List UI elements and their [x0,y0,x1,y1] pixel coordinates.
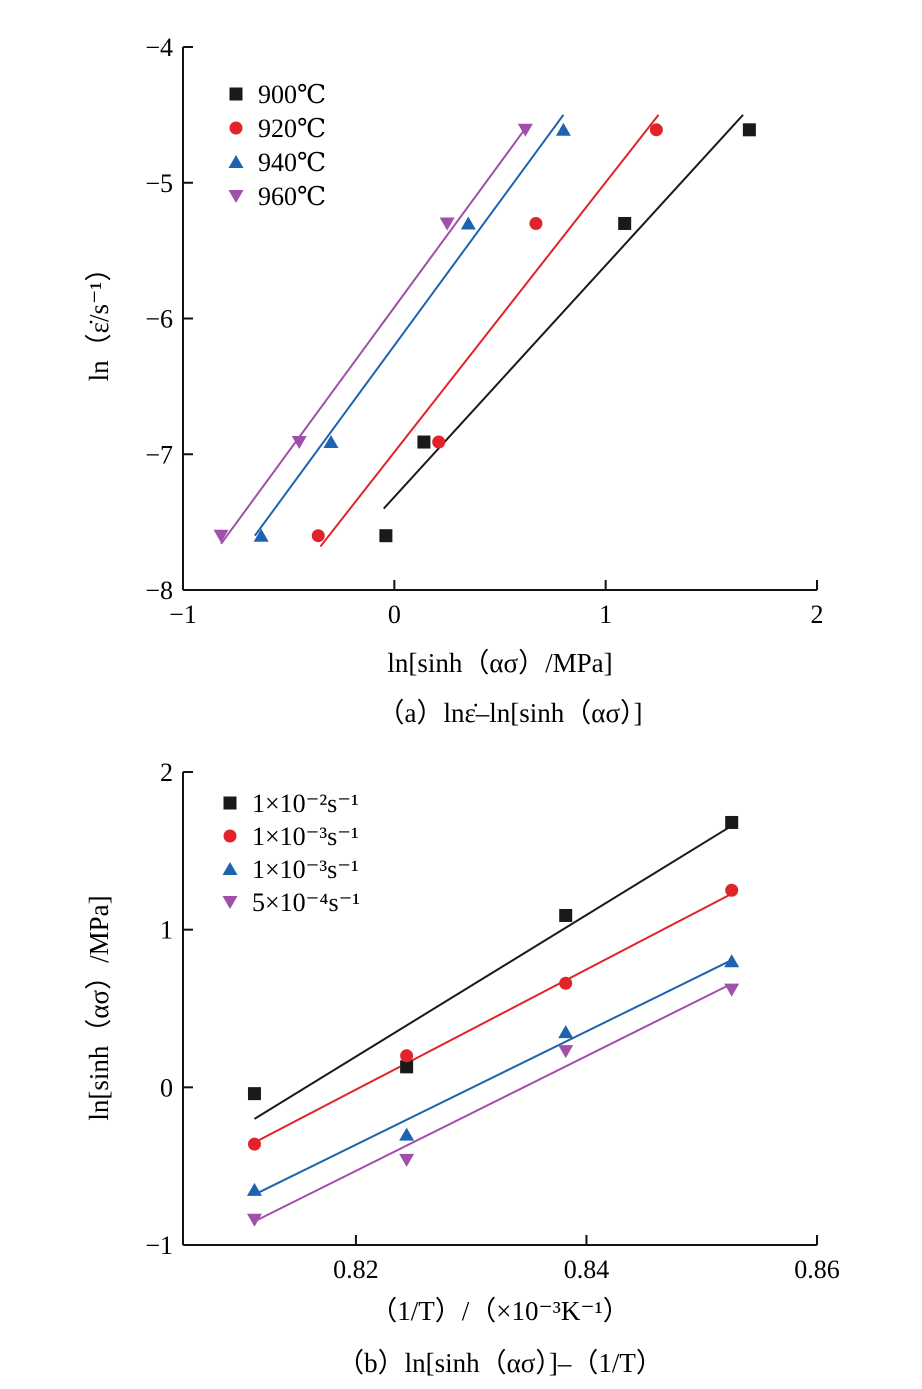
chart-b-ylabel: ln[sinh（ασ）/MPa] [84,895,114,1120]
b-x-tick-label: 0.82 [333,1255,379,1284]
chart-a: −1 0 1 2 −8 −7 −6 −5 −4 900℃ 920℃ 940℃ 960℃ ln[sinh… [84,33,824,728]
a-y-tick-label: −7 [145,440,173,469]
a-x-tick-label: 0 [388,600,401,629]
a-data-point [291,436,307,450]
b-fit-line-2 [254,960,730,1196]
b-data-point [724,983,740,997]
a-x-tick-label: 2 [811,600,824,629]
b-data-point [246,1182,262,1196]
a-fit-line-0 [383,114,744,510]
a-y-tick-label: −6 [145,305,173,334]
b-y-tick-label: −1 [145,1231,173,1260]
b-legend-label: 1×10⁻³s⁻¹ [252,855,359,884]
a-data-point [417,435,431,449]
a-data-point [529,216,543,230]
chart-b-axes: 0.82 0.84 0.86 −1 0 1 2 [145,758,839,1284]
chart-a-legend: 900℃ 920℃ 940℃ 960℃ [228,80,326,211]
b-data-point [400,1060,414,1074]
a-legend-label: 960℃ [258,182,326,211]
chart-b-xlabel: （1/T）/（×10⁻³K⁻¹） [370,1296,629,1326]
chart-a-ylabel: ln（ε̇/s⁻¹） [84,255,114,382]
a-y-tick-label: −5 [145,169,173,198]
b-data-point [558,1025,574,1039]
a-legend-marker [229,121,243,135]
b-data-point [559,908,573,922]
a-legend-label: 900℃ [258,80,326,109]
b-fit-line-0 [253,826,730,1120]
b-legend-marker [223,796,237,810]
chart-a-axes: −1 0 1 2 −8 −7 −6 −5 −4 [145,33,823,629]
b-legend-marker [222,862,238,875]
chart-a-fit-lines [220,114,744,548]
a-y-tick-label: −8 [145,576,173,605]
chart-a-caption: （a）lnε̇–ln[sinh（ασ）] [377,698,642,728]
a-data-point [213,529,229,543]
a-data-point [555,122,571,136]
b-legend-marker [222,896,238,909]
a-fit-line-3 [220,127,527,545]
a-legend-label: 920℃ [258,114,326,143]
b-legend-label: 1×10⁻²s⁻¹ [252,789,359,818]
chart-a-points [213,122,756,543]
b-data-point [725,883,739,897]
a-legend-label: 940℃ [258,148,326,177]
b-fit-line-3 [254,983,730,1223]
b-data-point [247,1137,261,1151]
chart-b-caption: （b）ln[sinh（ασ）]–（1/T） [337,1348,663,1378]
a-x-tick-label: −1 [169,600,197,629]
b-legend-label: 5×10⁻⁴s⁻¹ [252,888,360,917]
a-data-point [253,528,269,542]
a-fit-line-1 [319,114,660,548]
b-data-point [399,1127,415,1141]
a-fit-line-2 [254,114,565,537]
b-y-tick-label: 0 [160,1073,173,1102]
a-data-point [517,123,533,137]
a-data-point [311,529,325,543]
a-x-tick-label: 1 [599,600,612,629]
b-data-point [725,815,739,829]
a-data-point [439,217,455,231]
a-data-point [323,435,339,449]
chart-b-legend: 1×10⁻²s⁻¹ 1×10⁻³s⁻¹ 1×10⁻³s⁻¹ 5×10⁻⁴s⁻¹ [222,789,360,917]
b-legend-label: 1×10⁻³s⁻¹ [252,822,359,851]
a-data-point [742,123,756,137]
a-data-point [432,435,446,449]
chart-b-points [246,815,740,1227]
a-data-point [379,529,393,543]
a-legend-marker [228,190,244,203]
chart-b-fit-lines [253,826,730,1223]
b-data-point [724,954,740,968]
b-y-tick-label: 2 [160,758,173,787]
b-legend-marker [223,829,237,843]
a-y-tick-label: −4 [145,33,173,62]
b-x-tick-label: 0.84 [564,1255,610,1284]
b-y-tick-label: 1 [160,916,173,945]
a-legend-marker [229,87,243,101]
a-data-point [649,123,663,137]
b-data-point [246,1213,262,1227]
a-data-point [618,216,632,230]
b-data-point [559,976,573,990]
b-data-point [247,1087,261,1101]
b-fit-line-1 [254,894,730,1144]
a-legend-marker [228,155,244,168]
chart-a-xlabel: ln[sinh（ασ）/MPa] [387,648,612,678]
a-data-point [460,216,476,230]
b-data-point [399,1153,415,1167]
b-data-point [558,1045,574,1059]
b-data-point [400,1049,414,1063]
b-x-tick-label: 0.86 [794,1255,840,1284]
